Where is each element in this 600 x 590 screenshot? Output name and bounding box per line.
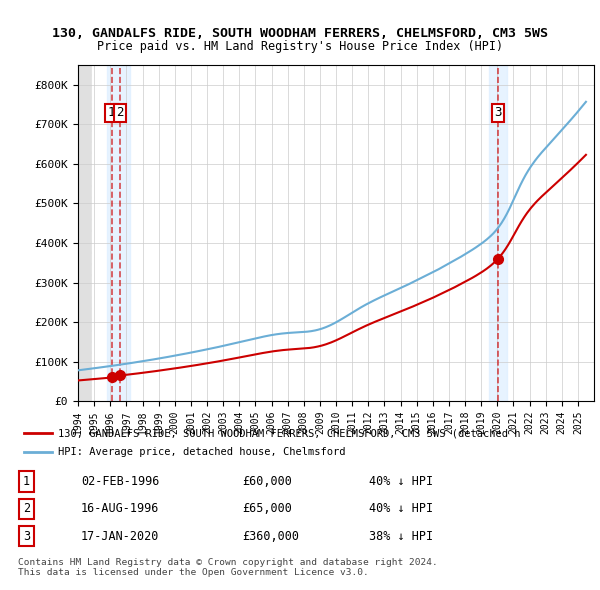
Text: £65,000: £65,000 (242, 502, 292, 516)
Text: 1: 1 (23, 475, 30, 488)
Text: 3: 3 (23, 530, 30, 543)
Text: 38% ↓ HPI: 38% ↓ HPI (369, 530, 433, 543)
Text: 2: 2 (23, 502, 30, 516)
Text: 02-FEB-1996: 02-FEB-1996 (81, 475, 160, 488)
Text: HPI: Average price, detached house, Chelmsford: HPI: Average price, detached house, Chel… (58, 447, 346, 457)
Bar (489, 65, 507, 401)
Text: 130, GANDALFS RIDE, SOUTH WOODHAM FERRERS, CHELMSFORD, CM3 5WS (detached h: 130, GANDALFS RIDE, SOUTH WOODHAM FERRER… (58, 428, 521, 438)
Text: 1: 1 (108, 106, 115, 119)
Text: 40% ↓ HPI: 40% ↓ HPI (369, 502, 433, 516)
Text: 17-JAN-2020: 17-JAN-2020 (81, 530, 160, 543)
Text: 40% ↓ HPI: 40% ↓ HPI (369, 475, 433, 488)
Bar (107, 65, 130, 401)
Text: Contains HM Land Registry data © Crown copyright and database right 2024.: Contains HM Land Registry data © Crown c… (18, 558, 438, 566)
Text: 130, GANDALFS RIDE, SOUTH WOODHAM FERRERS, CHELMSFORD, CM3 5WS: 130, GANDALFS RIDE, SOUTH WOODHAM FERRER… (52, 27, 548, 40)
Text: 16-AUG-1996: 16-AUG-1996 (81, 502, 160, 516)
Text: This data is licensed under the Open Government Licence v3.0.: This data is licensed under the Open Gov… (18, 568, 369, 576)
Text: 2: 2 (116, 106, 124, 119)
Text: £60,000: £60,000 (242, 475, 292, 488)
Text: £360,000: £360,000 (242, 530, 299, 543)
Bar (78, 65, 91, 401)
Text: Price paid vs. HM Land Registry's House Price Index (HPI): Price paid vs. HM Land Registry's House … (97, 40, 503, 53)
Text: 3: 3 (494, 106, 502, 119)
